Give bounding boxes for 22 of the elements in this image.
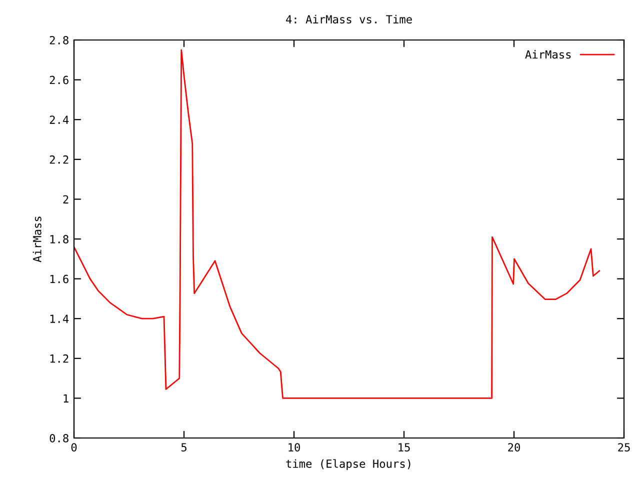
y-tick-label: 1 [64, 394, 68, 402]
y-tick-label: 2.4 [50, 116, 69, 124]
legend-label: AirMass [525, 50, 571, 59]
x-tick-label: 5 [181, 443, 186, 452]
x-tick-label: 10 [288, 443, 300, 452]
x-tick-label: 0 [71, 443, 77, 452]
y-tick-label: 1.2 [50, 354, 68, 363]
y-tick-label: 2 [63, 195, 68, 204]
y-tick-label: 2.8 [50, 36, 68, 44]
x-tick-label: 15 [398, 443, 410, 452]
line-series [74, 49, 600, 399]
chart-title: 4: AirMass vs. Time [286, 14, 412, 24]
y-tick-label: 2.6 [50, 76, 68, 84]
y-tick-label: 1.8 [50, 235, 68, 244]
y-tick-label: 1.4 [50, 314, 69, 323]
y-tick-label: 0.8 [50, 434, 68, 442]
x-axis-title: time (Elapse Hours) [286, 459, 410, 470]
x-tick-label: 25 [618, 443, 630, 452]
x-tick-label: 20 [508, 443, 520, 452]
y-tick-label: 2.2 [50, 155, 68, 164]
y-axis-title: AirMass [32, 216, 42, 262]
y-tick-label: 1.6 [50, 274, 68, 284]
